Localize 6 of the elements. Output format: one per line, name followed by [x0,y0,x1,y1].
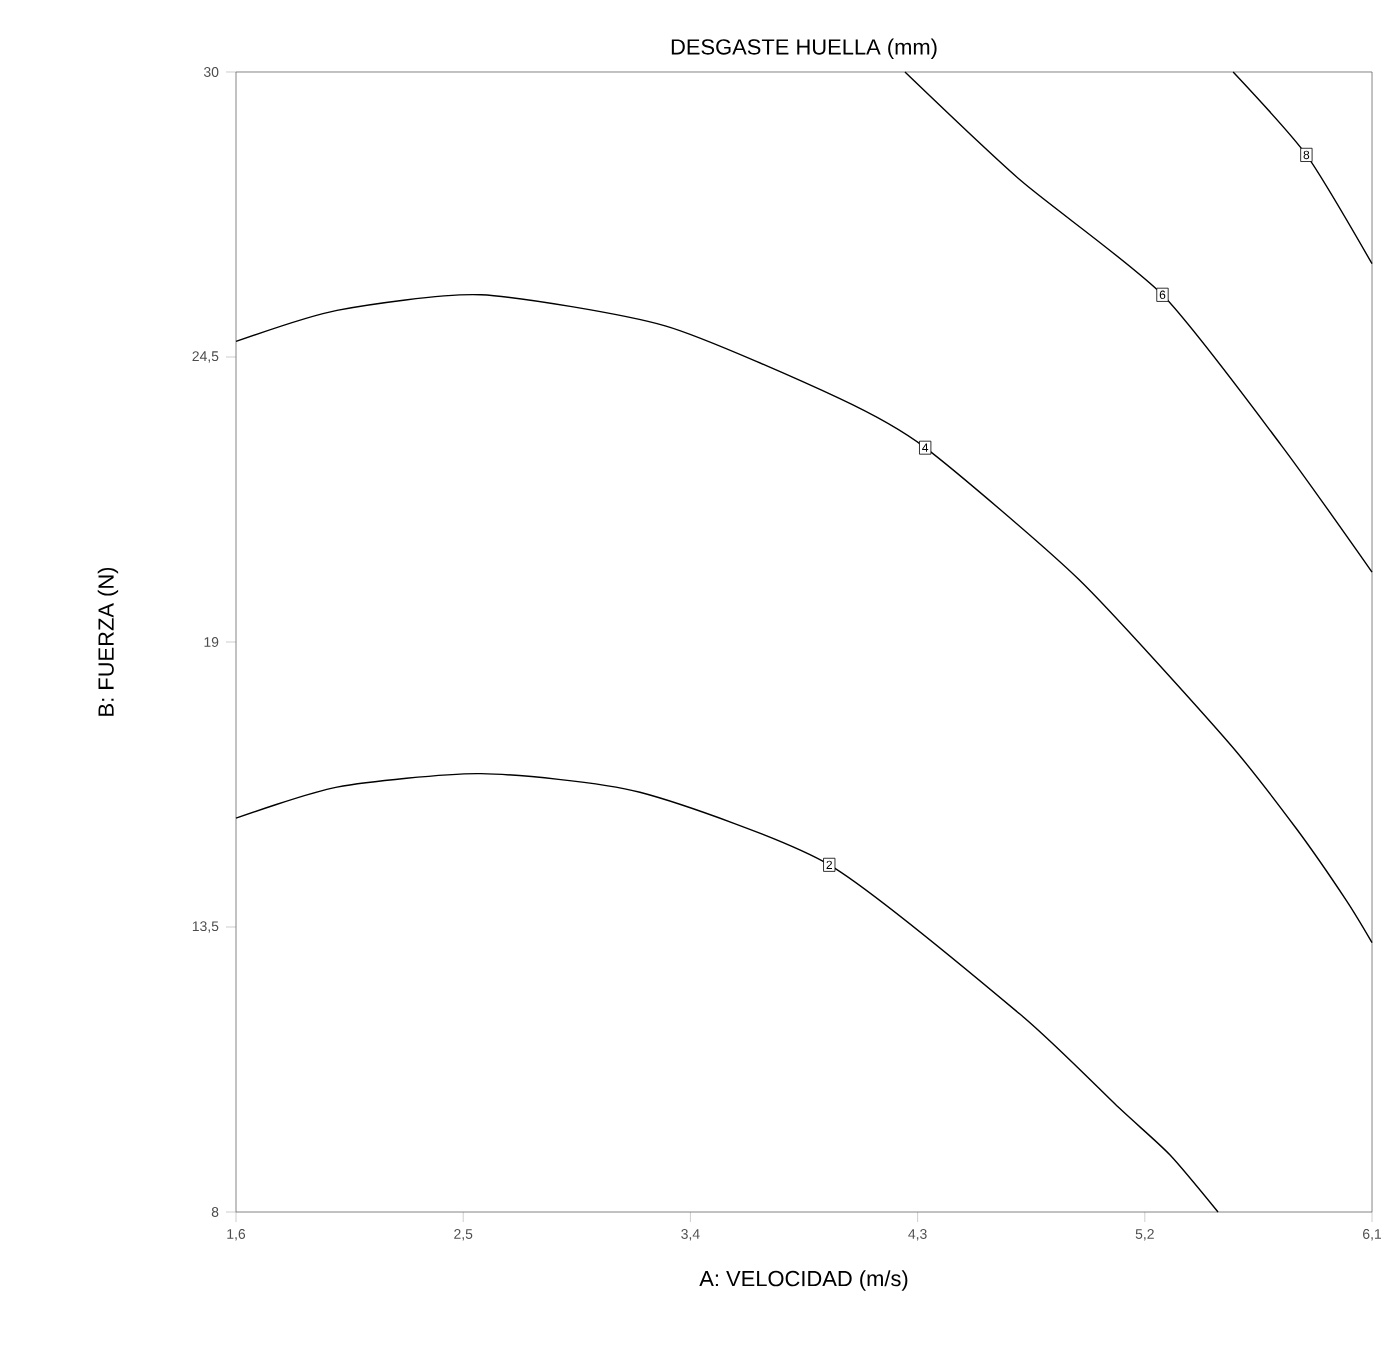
y-axis-title: B: FUERZA (N) [97,567,119,716]
line-series [904,71,1373,573]
x-axis-title: A: VELOCIDAD (m/s) [699,1270,908,1291]
line-series [235,294,1373,944]
line-series [235,772,1219,1213]
chart-title: DESGASTE HUELLA (mm) [671,38,937,59]
